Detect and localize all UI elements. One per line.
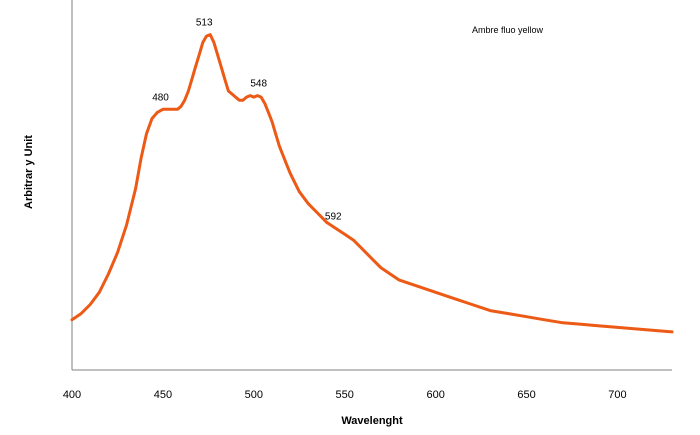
y-axis-title: Arbitrar y Unit	[23, 135, 35, 209]
x-tick-label: 550	[336, 389, 354, 401]
x-tick-label: 400	[63, 389, 81, 401]
peak-label: 480	[152, 92, 169, 103]
x-tick-label: 700	[608, 389, 626, 401]
x-tick-label: 650	[517, 389, 535, 401]
x-tick-label: 450	[154, 389, 172, 401]
x-tick-label: 500	[245, 389, 263, 401]
peak-labels: 513 548 480 592	[152, 18, 342, 223]
series-line	[70, 33, 674, 334]
peak-label: 513	[196, 18, 213, 29]
x-axis-title: Wavelenght	[341, 415, 403, 427]
x-tick-label: 600	[426, 389, 444, 401]
peak-label: 592	[325, 211, 342, 222]
legend-entry: Ambre fluo yellow	[472, 25, 544, 35]
x-axis-ticks: 400 450 500 550 600 650 700	[63, 389, 627, 401]
peak-label: 548	[250, 79, 267, 90]
